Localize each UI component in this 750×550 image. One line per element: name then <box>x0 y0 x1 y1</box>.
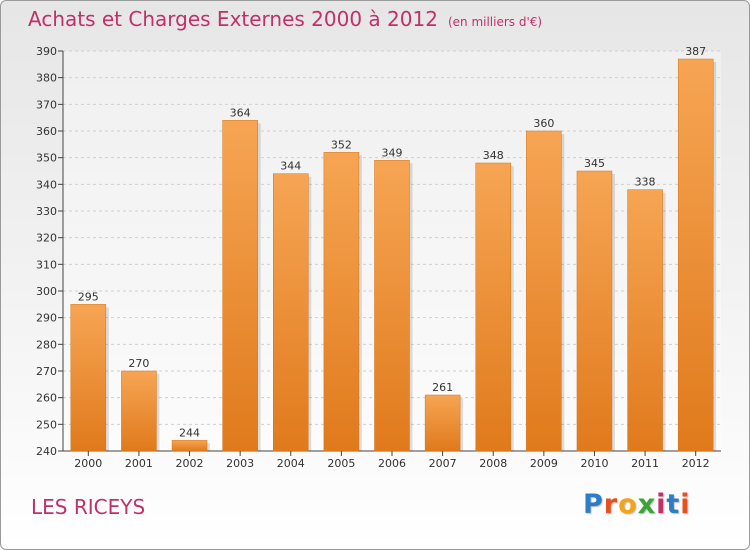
y-tick-label: 380 <box>36 72 57 85</box>
y-tick-label: 270 <box>36 365 57 378</box>
logo-letter: i <box>680 489 691 520</box>
title-unit: (en milliers d'€) <box>447 15 543 29</box>
x-tick-label: 2007 <box>429 457 457 470</box>
bar <box>526 130 562 452</box>
y-tick-label: 320 <box>36 232 57 245</box>
bar-value-label: 360 <box>533 117 554 130</box>
x-tick-label: 2003 <box>226 457 254 470</box>
logo-letter: t <box>666 489 681 520</box>
bar-value-label: 349 <box>382 146 403 159</box>
y-tick-label: 250 <box>36 418 57 431</box>
x-tick-label: 2004 <box>277 457 305 470</box>
y-tick-label: 310 <box>36 258 57 271</box>
bar <box>424 394 461 452</box>
y-tick-label: 240 <box>36 445 57 458</box>
bar <box>121 370 157 452</box>
bar-value-label: 364 <box>230 106 251 119</box>
bar-value-label: 244 <box>179 426 200 439</box>
x-tick-label: 2010 <box>580 457 608 470</box>
logo-letter: r <box>603 489 619 520</box>
bar <box>171 440 208 452</box>
x-tick-label: 2001 <box>125 457 153 470</box>
city-name: LES RICEYS <box>31 495 146 519</box>
bar <box>576 170 613 452</box>
bar <box>677 58 714 452</box>
chart-title: Achats et Charges Externes 2000 à 2012 (e… <box>28 7 542 31</box>
x-tick-label: 2006 <box>378 457 406 470</box>
bar-value-label: 344 <box>280 160 301 173</box>
bar-value-label: 345 <box>584 157 605 170</box>
bar-value-label: 387 <box>685 45 706 58</box>
bar <box>374 160 410 452</box>
bar-value-label: 270 <box>128 357 149 370</box>
y-tick-label: 260 <box>36 392 57 405</box>
x-tick-label: 2009 <box>530 457 558 470</box>
title-text: Achats et Charges Externes 2000 à 2012 <box>28 7 438 31</box>
y-tick-label: 360 <box>36 125 57 138</box>
x-tick-label: 2008 <box>479 457 507 470</box>
bar <box>70 304 107 452</box>
x-tick-label: 2011 <box>631 457 659 470</box>
x-tick-label: 2005 <box>327 457 355 470</box>
bar-value-label: 261 <box>432 381 453 394</box>
y-tick-label: 300 <box>36 285 57 298</box>
y-tick-label: 280 <box>36 338 57 351</box>
logo-letter: P <box>583 489 604 520</box>
y-tick-label: 350 <box>36 152 57 165</box>
bar-value-label: 352 <box>331 138 352 151</box>
bar <box>475 162 511 452</box>
bar <box>627 189 663 452</box>
bar <box>323 152 360 452</box>
bar <box>273 173 309 452</box>
y-tick-label: 330 <box>36 205 57 218</box>
logo-letter: o <box>618 489 638 520</box>
logo-letter: x <box>637 489 657 520</box>
bar <box>222 120 258 452</box>
proxiti-logo: Proxiti <box>583 489 691 520</box>
x-tick-label: 2000 <box>74 457 102 470</box>
bar-value-label: 338 <box>635 176 656 189</box>
logo-letter: i <box>656 489 667 520</box>
y-tick-label: 340 <box>36 178 57 191</box>
y-tick-label: 390 <box>36 45 57 58</box>
x-tick-label: 2002 <box>176 457 204 470</box>
x-tick-label: 2012 <box>682 457 710 470</box>
bar-value-label: 295 <box>78 290 99 303</box>
y-tick-label: 290 <box>36 312 57 325</box>
bar-value-label: 348 <box>483 149 504 162</box>
y-tick-label: 370 <box>36 98 57 111</box>
